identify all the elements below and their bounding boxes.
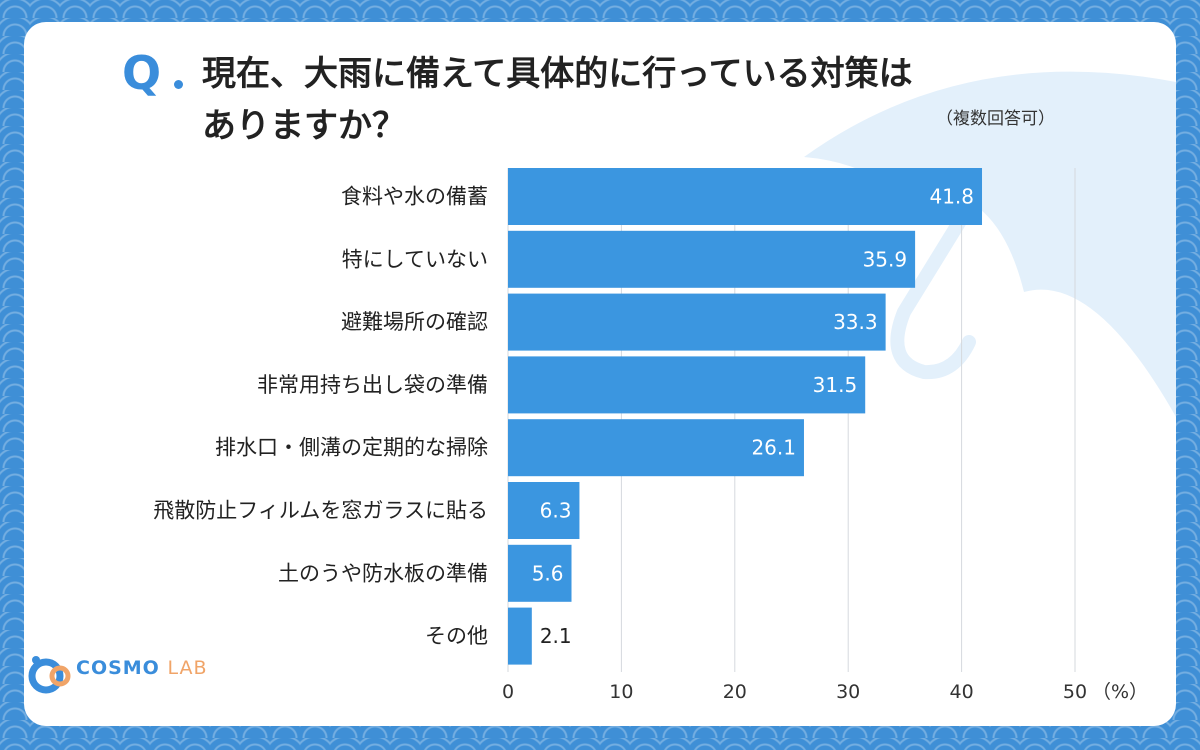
- data-label: 2.1: [540, 624, 572, 648]
- question-title: 現在、大雨に備えて具体的に行っている対策は ありますか？: [202, 48, 1102, 152]
- x-tick-label: 20: [723, 681, 747, 703]
- bar: [508, 419, 804, 477]
- category-label: 特にしていない: [342, 247, 488, 271]
- data-label: 35.9: [863, 247, 908, 271]
- bar: [508, 607, 532, 665]
- data-label: 5.6: [532, 561, 564, 585]
- title-text: 現在、大雨に備えて具体的に行っている対策は ありますか？: [202, 54, 913, 146]
- x-tick-label: 0: [502, 681, 514, 703]
- category-label: 土のうや防水板の準備: [278, 561, 488, 585]
- data-label: 33.3: [833, 310, 878, 334]
- data-label: 31.5: [813, 373, 858, 397]
- category-label: 排水口・側溝の定期的な掃除: [215, 436, 488, 460]
- x-unit-label: （%）: [1092, 681, 1148, 703]
- umbrella-icon: [804, 71, 1176, 417]
- x-tick-label: 10: [609, 681, 633, 703]
- data-label: 41.8: [929, 185, 974, 209]
- cosmo-lab-logo: [28, 656, 71, 694]
- data-label: 26.1: [751, 436, 796, 460]
- x-tick-label: 50: [1063, 681, 1087, 703]
- logo-main-text: COSMO: [76, 657, 160, 679]
- logo-sub-text: LAB: [167, 657, 208, 679]
- x-tick-label: 40: [950, 681, 974, 703]
- bar: [508, 168, 983, 225]
- category-label: 飛散防止フィルムを窓ガラスに貼る: [153, 499, 488, 523]
- data-label: 6.3: [540, 499, 572, 523]
- bar: [508, 482, 580, 539]
- question-q-mark: Q: [122, 46, 162, 100]
- bar: [508, 293, 886, 351]
- logo-text: COSMO LAB: [76, 657, 208, 679]
- chart-card: Q 現在、大雨に備えて具体的に行っている対策は ありますか？ （複数回答可）: [24, 22, 1176, 726]
- bar: [508, 544, 572, 602]
- bar: [508, 230, 916, 288]
- question-dot: [174, 80, 183, 89]
- x-tick-label: 30: [836, 681, 860, 703]
- category-label: 避難場所の確認: [341, 310, 488, 334]
- bar: [508, 356, 866, 414]
- category-label: 食料や水の備蓄: [341, 185, 488, 209]
- category-label: 非常用持ち出し袋の準備: [257, 373, 488, 397]
- category-label: その他: [425, 624, 488, 648]
- multiple-answer-note: （複数回答可）: [936, 109, 1055, 129]
